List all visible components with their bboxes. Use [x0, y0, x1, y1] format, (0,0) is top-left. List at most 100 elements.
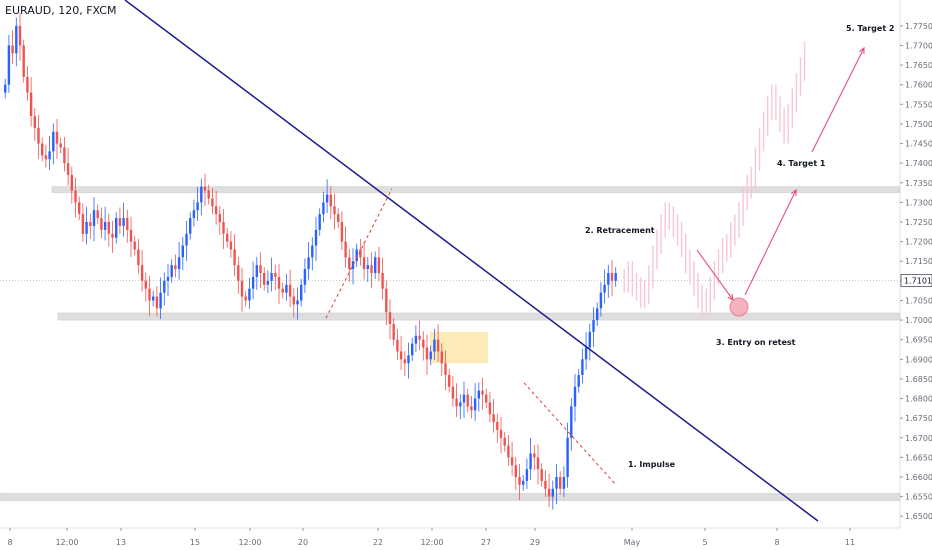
candle-body [507, 445, 510, 458]
candle-body [525, 469, 529, 481]
y-tick-label: 1.71500 [905, 257, 932, 266]
candle-body [473, 398, 477, 411]
candle-body [370, 265, 373, 273]
candle-body [492, 414, 495, 423]
candle-body [522, 480, 525, 485]
candle-body [11, 45, 14, 54]
candle-body [355, 249, 358, 262]
candle-body [337, 214, 340, 222]
candle-body [303, 269, 307, 285]
x-tick-label: 29 [530, 538, 540, 547]
candle-body [440, 351, 443, 364]
candle-body [333, 206, 336, 215]
x-tick-label: 12:00 [55, 538, 78, 547]
candle-body [377, 257, 381, 273]
candle-body [599, 292, 603, 309]
projection-arrow [744, 189, 797, 296]
candle-body [577, 375, 580, 387]
candle-body [462, 394, 466, 403]
candle-body [536, 457, 540, 470]
candle-body [192, 210, 196, 219]
annotation-label: 1. Impulse [628, 460, 676, 469]
candle-body [159, 292, 162, 309]
candle-body [448, 375, 451, 387]
x-tick-label: May [624, 538, 641, 547]
candle-body [499, 429, 503, 438]
candle-body [573, 386, 577, 407]
candle-body [111, 233, 114, 238]
candle-body [477, 390, 480, 399]
candle-body [588, 331, 591, 348]
candle-body [144, 280, 147, 289]
candle-body [22, 45, 25, 77]
candle-body [429, 351, 432, 360]
candle-body [74, 190, 77, 203]
y-tick-label: 1.68500 [905, 375, 932, 384]
candle-body [240, 280, 244, 297]
candle-body [163, 280, 166, 293]
x-tick-label: 11 [845, 538, 855, 547]
y-tick-label: 1.65500 [905, 493, 932, 502]
candle-body [562, 477, 566, 489]
candle-body [307, 257, 310, 270]
candle-body [388, 312, 392, 324]
y-tick-label: 1.67500 [905, 414, 932, 423]
candle-body [200, 186, 203, 203]
candle-body [566, 437, 569, 477]
y-tick-label: 1.76500 [905, 61, 932, 70]
candle-body [399, 351, 403, 360]
candle-body [263, 273, 266, 285]
candle-body [244, 296, 247, 301]
candle-body [26, 76, 29, 93]
x-tick-label: 20 [298, 538, 308, 547]
candle-body [33, 116, 36, 128]
y-tick-label: 1.74000 [905, 159, 932, 168]
y-tick-label: 1.74500 [905, 140, 932, 149]
candle-body [248, 288, 251, 301]
x-tick-label: 13 [116, 538, 126, 547]
candle-body [92, 210, 96, 226]
candle-body [140, 265, 144, 281]
candle-body [237, 265, 240, 281]
candle-body [181, 245, 184, 258]
y-tick-label: 1.72000 [905, 238, 932, 247]
candle-body [584, 347, 588, 360]
candle-body [610, 273, 614, 281]
candle-body [266, 280, 270, 285]
candle-body [362, 257, 366, 270]
candle-body [436, 339, 440, 352]
candle-body [311, 245, 314, 258]
candle-body [52, 131, 55, 152]
candle-body [89, 222, 92, 226]
candle-body [348, 257, 351, 270]
candle-body [55, 131, 59, 144]
candle-body [170, 265, 173, 277]
candle-body [137, 249, 140, 266]
candle-body [392, 324, 395, 340]
candle-body [285, 284, 288, 293]
candle-body [174, 265, 177, 270]
candle-body [18, 25, 22, 46]
candle-body [603, 284, 606, 293]
candle-body [259, 265, 262, 273]
x-tick-label: 27 [481, 538, 491, 547]
x-tick-label: 12:00 [238, 538, 261, 547]
chart-title: EURAUD, 120, FXCM [5, 4, 117, 17]
y-tick-label: 1.75000 [905, 120, 932, 129]
candle-body [189, 218, 192, 234]
descending-trendline [124, 0, 819, 522]
annotation-label: 2. Retracement [585, 226, 655, 235]
x-tick-label: 22 [373, 538, 383, 547]
y-tick-label: 1.77000 [905, 41, 932, 50]
candle-body [414, 335, 418, 344]
candle-body [29, 92, 33, 117]
candle-body [70, 174, 73, 191]
candle-body [514, 465, 517, 477]
candle-body [100, 218, 103, 230]
candle-body [459, 402, 462, 407]
candle-body [314, 229, 318, 246]
candle-body [488, 402, 492, 415]
candle-body [207, 190, 210, 199]
candle-body [422, 339, 425, 348]
